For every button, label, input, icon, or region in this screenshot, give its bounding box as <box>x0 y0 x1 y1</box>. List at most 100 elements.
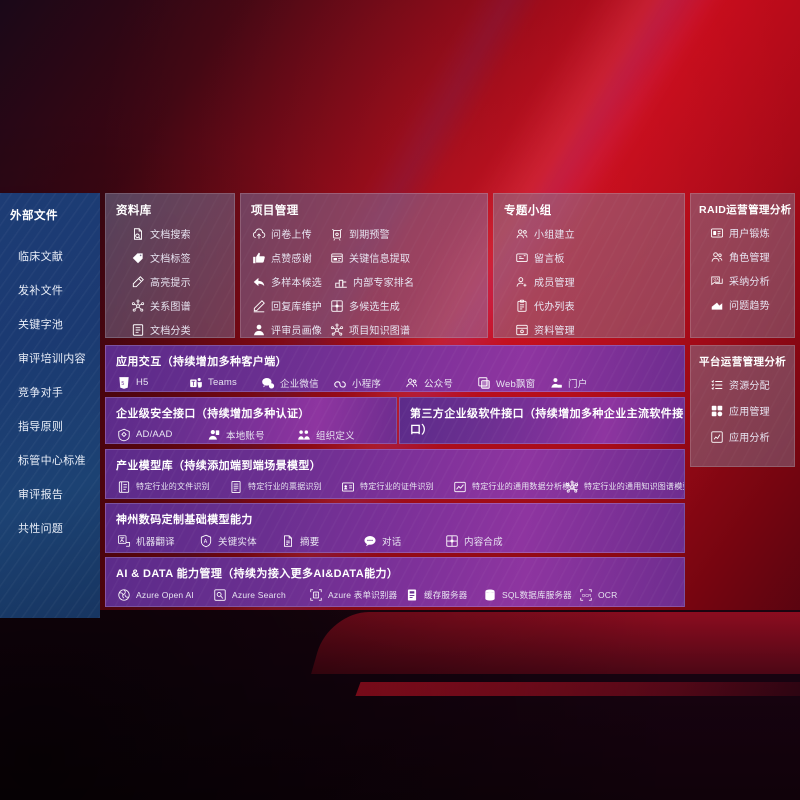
tile-app-analysis[interactable]: 应用分析 <box>709 429 788 444</box>
tile-document-category[interactable]: 文档分类 <box>130 322 228 337</box>
tile-label: 本地账号 <box>226 430 265 442</box>
sidebar-item-common-issue[interactable]: 共性问题 <box>10 511 92 545</box>
tile-expiry-alert[interactable]: 到期预警 <box>329 226 411 241</box>
tile-web-float-window[interactable]: Web飘窗 <box>476 375 548 390</box>
panel-items: 资源分配 应用管理 应用分析 <box>691 377 794 459</box>
tile-official-account[interactable]: 公众号 <box>404 375 476 390</box>
tile-issue-trend[interactable]: 问题趋势 <box>709 297 788 312</box>
tile-project-knowledge-graph[interactable]: 项目知识图谱 <box>329 322 410 337</box>
tile-ocr[interactable]: OCR OCR <box>578 587 656 602</box>
tile-label: 缓存服务器 <box>424 589 468 600</box>
tile-file-recognition[interactable]: 特定行业的文件识别 <box>116 479 228 494</box>
tile-label: 特定行业的文件识别 <box>136 482 210 491</box>
shield-diamond-icon <box>116 427 131 442</box>
diagram-frame: 外部文件 临床文献 发补文件 关键字池 审评培训内容 竞争对手 指导原则 标管中… <box>0 185 800 618</box>
tile-miniprogram[interactable]: 小程序 <box>332 375 404 390</box>
tile-label: 机器翻译 <box>136 536 175 548</box>
tile-multi-sample-candidate[interactable]: 多样本候选 <box>251 274 333 289</box>
tile-questionnaire-upload[interactable]: 问卷上传 <box>251 226 329 241</box>
tile-document-tag[interactable]: 文档标签 <box>130 250 228 265</box>
tile-label: 资料管理 <box>534 326 575 337</box>
tile-ad-aad[interactable]: AD/AAD <box>116 427 206 442</box>
sidebar-item-label: 临床文献 <box>18 251 64 263</box>
tile-cache-server[interactable]: 缓存服务器 <box>404 587 482 602</box>
tile-knowledge-graph-model[interactable]: 特定行业的通用知识图谱模型 <box>564 479 684 494</box>
tile-label: 特定行业的票据识别 <box>248 482 322 491</box>
tile-highlight-hint[interactable]: 高亮提示 <box>130 274 228 289</box>
alarm-alert-icon <box>329 226 344 241</box>
grid-merge-icon <box>444 533 459 548</box>
tile-resource-allocation[interactable]: 资源分配 <box>709 377 788 392</box>
pen-edit-icon <box>251 298 266 313</box>
sidebar-item-keyword[interactable]: 关键字池 <box>10 307 92 341</box>
tile-relation-graph[interactable]: 关系图谱 <box>130 298 228 313</box>
tile-org-definition[interactable]: 组织定义 <box>296 427 386 442</box>
tile-chat[interactable]: 对话 <box>362 533 444 548</box>
tile-reply-library[interactable]: 回复库维护 <box>251 298 329 313</box>
tile-machine-translation[interactable]: 机器翻译 <box>116 533 198 548</box>
tile-user-stats[interactable]: 用户锻炼 <box>709 225 788 240</box>
tile-sql-database-server[interactable]: SQL数据库服务器 <box>482 587 578 602</box>
tile-todo-list[interactable]: 代办列表 <box>514 298 600 313</box>
tile-document-search[interactable]: 文档搜索 <box>130 226 228 241</box>
tile-label: API自动化设计器 <box>430 444 504 445</box>
strip-industry-models: 产业模型库（持续添加端到端场景模型） 特定行业的文件识别 特定行业的票据识别 特… <box>105 449 685 499</box>
tile-wecom[interactable]: 企业微信 <box>260 375 332 390</box>
tile-multi-candidate-generate[interactable]: 多候选生成 <box>329 298 411 313</box>
tile-adoption-analysis[interactable]: QA 采纳分析 <box>709 273 788 288</box>
thumbs-up-icon <box>251 250 266 265</box>
strip-title: 应用交互（持续增加多种客户端） <box>116 356 287 368</box>
tile-local-account[interactable]: 本地账号 <box>206 427 296 442</box>
tile-label: 点赞感谢 <box>271 254 312 265</box>
sidebar-item-training[interactable]: 审评培训内容 <box>10 341 92 375</box>
tile-azure-search[interactable]: Azure Search <box>212 587 308 602</box>
svg-text:OCR: OCR <box>581 592 590 597</box>
tile-h5[interactable]: 5 H5 <box>116 375 188 390</box>
tile-label: Azure Open AI <box>136 589 194 600</box>
tile-message-board[interactable]: 留言板 <box>514 250 600 265</box>
sidebar-item-guideline[interactable]: 指导原则 <box>10 409 92 443</box>
tile-id-recognition[interactable]: 特定行业的证件识别 <box>340 479 452 494</box>
tile-summary[interactable]: 摘要 <box>280 533 362 548</box>
tile-data-analysis-model[interactable]: 特定行业的通用数据分析模型 <box>452 479 578 494</box>
tile-group-create[interactable]: 小组建立 <box>514 226 600 241</box>
tile-portal[interactable]: 门户 <box>548 375 620 390</box>
person-add-icon <box>514 274 529 289</box>
strip-title: 神州数码定制基础模型能力 <box>116 514 253 526</box>
tile-invoice-recognition[interactable]: 特定行业的票据识别 <box>228 479 340 494</box>
reply-arrow-icon <box>251 274 266 289</box>
tile-internal-expert-rank[interactable]: 内部专家排名 <box>333 274 414 289</box>
tile-member-management[interactable]: 成员管理 <box>514 274 600 289</box>
tile-azure-openai[interactable]: Azure Open AI <box>116 587 212 602</box>
tile-label: 内容合成 <box>464 536 503 548</box>
web-window-icon <box>476 375 491 390</box>
tile-azure-form-recognizer[interactable]: Azure 表单识别器 <box>308 587 404 602</box>
tile-label: Azure Search <box>232 589 286 600</box>
tile-teams[interactable]: Teams <box>188 375 260 390</box>
sidebar-item-competitor[interactable]: 竞争对手 <box>10 375 92 409</box>
sidebar-item-report[interactable]: 审评报告 <box>10 477 92 511</box>
tile-label: 回复库维护 <box>271 302 322 313</box>
sidebar-item-fabu[interactable]: 发补文件 <box>10 273 92 307</box>
graph-network-icon <box>130 298 145 313</box>
tile-key-info-extract[interactable]: 关键信息提取 <box>329 250 410 265</box>
person-role-icon <box>709 249 724 264</box>
tile-material-management[interactable]: 资料管理 <box>514 322 600 337</box>
tile-label: 特定行业的通用数据分析模型 <box>472 482 579 491</box>
svg-text:5: 5 <box>121 380 124 386</box>
tile-thanks-like[interactable]: 点赞感谢 <box>251 250 329 265</box>
extract-frame-icon <box>329 250 344 265</box>
panel-items: 用户锻炼 角色管理 QA 采纳分析 问题趋势 <box>691 225 794 325</box>
api-gear-icon <box>410 443 425 444</box>
sidebar-item-linchuang[interactable]: 临床文献 <box>10 239 92 273</box>
tile-reviewer-portrait[interactable]: 评审员画像 <box>251 322 329 337</box>
document-search-icon <box>130 226 145 241</box>
tile-role-management[interactable]: 角色管理 <box>709 249 788 264</box>
tile-key-entity[interactable]: A 关键实体 <box>198 533 280 548</box>
sidebar-item-standard[interactable]: 标管中心标准 <box>10 443 92 477</box>
tile-app-management[interactable]: 应用管理 <box>709 403 788 418</box>
tile-api-designer[interactable]: API自动化设计器 <box>410 443 560 444</box>
ocr-icon: OCR <box>578 587 593 602</box>
tile-content-synthesis[interactable]: 内容合成 <box>444 533 526 548</box>
sidebar-item-label: 审评报告 <box>18 489 64 501</box>
